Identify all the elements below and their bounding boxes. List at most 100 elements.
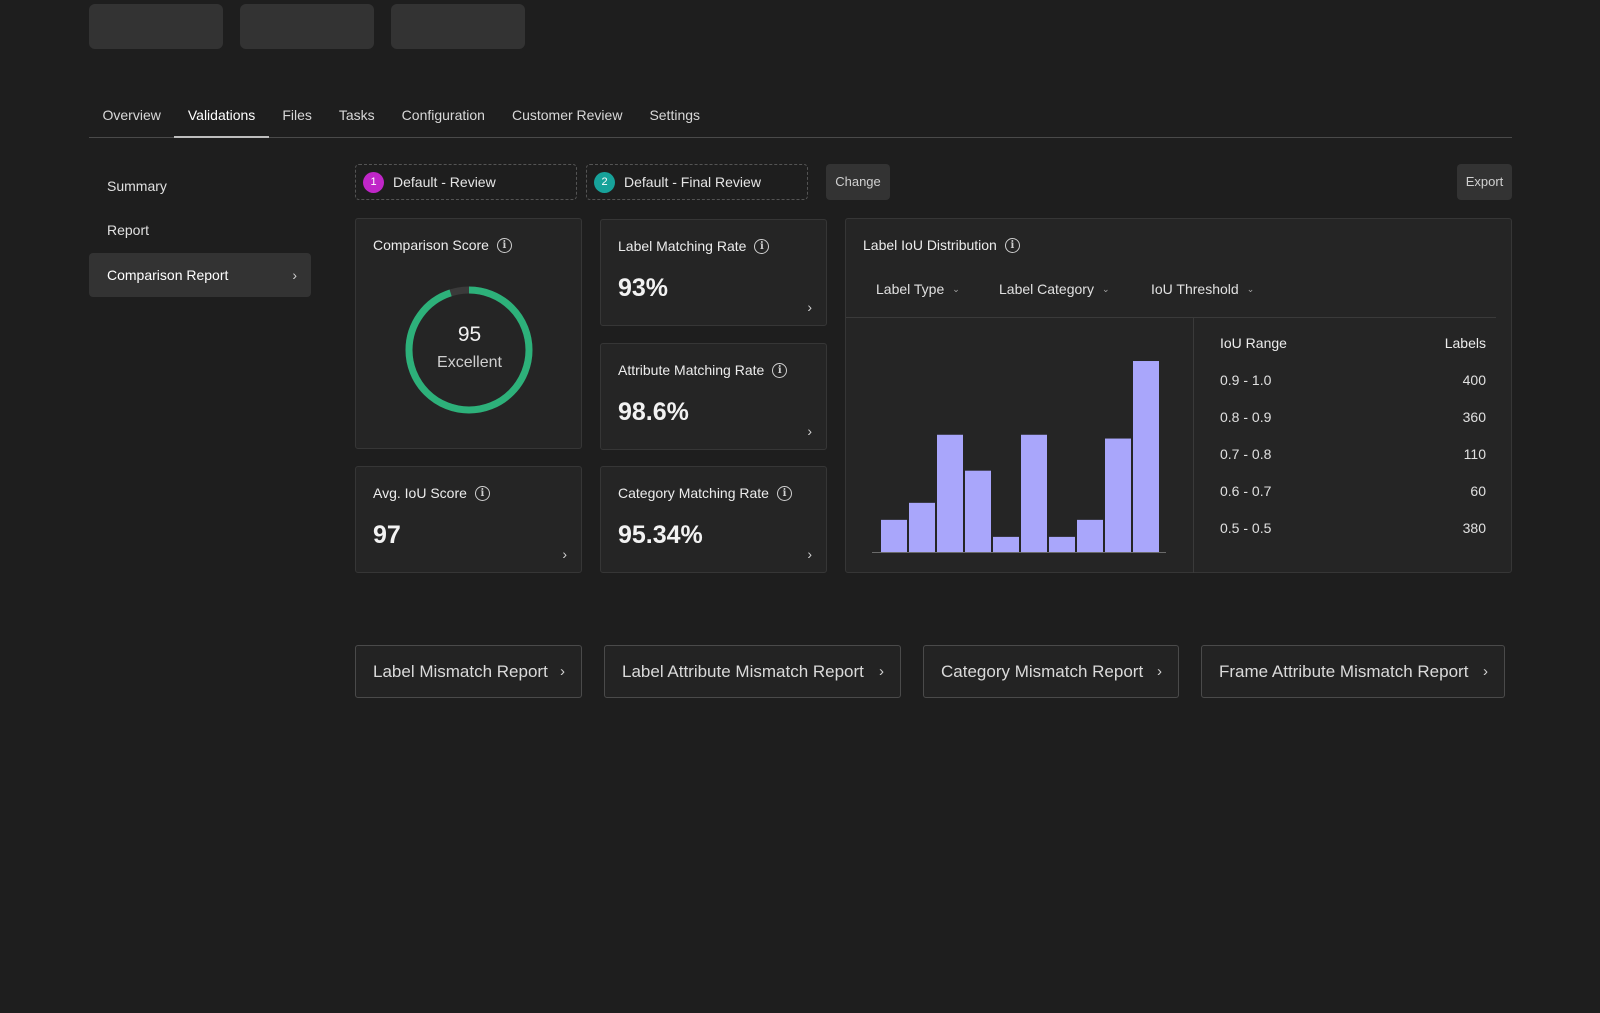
info-icon[interactable]: i — [496, 237, 512, 253]
column-header-iou-range: IoU Range — [1220, 335, 1287, 351]
category-matching-value: 95.34% — [618, 521, 703, 549]
comparison-score-card: Comparison Score i 95 Excellent — [355, 218, 582, 449]
card-title-text: Label IoU Distribution — [863, 237, 997, 253]
tab-tasks[interactable]: Tasks — [338, 107, 375, 123]
sidebar-item-label: Report — [107, 222, 150, 238]
histogram-bar — [965, 470, 991, 552]
sidebar-item-summary[interactable]: Summary — [89, 164, 311, 208]
score-value: 95 — [457, 323, 482, 346]
chevron-right-icon[interactable]: › — [807, 546, 812, 562]
card-title-text: Comparison Score — [373, 237, 489, 253]
card-title-text: Label Matching Rate — [618, 238, 747, 254]
label-type-filter[interactable]: Label Type ⌄ — [876, 281, 960, 297]
chevron-right-icon[interactable]: › — [807, 299, 812, 315]
chevron-right-icon: › — [292, 267, 297, 283]
label-mismatch-report-button[interactable]: Label Mismatch Report › — [355, 645, 582, 698]
report-button-label: Label Mismatch Report — [373, 661, 548, 681]
avg-iou-title: Avg. IoU Score i — [373, 485, 490, 501]
iou-threshold-filter[interactable]: IoU Threshold ⌄ — [1151, 281, 1254, 297]
histogram-bar — [1021, 434, 1047, 552]
top-placeholder-button-3[interactable] — [391, 4, 525, 49]
iou-range-cell: 0.9 - 1.0 — [1220, 372, 1272, 388]
sidebar-item-comparison-report[interactable]: Comparison Report › — [89, 253, 311, 297]
info-icon[interactable]: i — [1004, 237, 1020, 253]
review-selector-1[interactable]: 1 Default - Review — [355, 164, 577, 200]
report-button-label: Frame Attribute Mismatch Report — [1219, 661, 1469, 681]
labels-count-cell: 360 — [1462, 409, 1486, 425]
chevron-right-icon[interactable]: › — [562, 546, 567, 562]
card-title-text: Attribute Matching Rate — [618, 362, 765, 378]
score-grade: Excellent — [437, 354, 502, 371]
histogram-bar — [993, 536, 1019, 552]
sidebar-item-label: Summary — [107, 178, 167, 194]
category-mismatch-report-button[interactable]: Category Mismatch Report › — [923, 645, 1179, 698]
iou-range-table: IoU Range Labels 0.9 - 1.0 400 0.8 - 0.9… — [1193, 317, 1512, 573]
label-category-filter[interactable]: Label Category ⌄ — [999, 281, 1110, 297]
review-selector-2[interactable]: 2 Default - Final Review — [586, 164, 808, 200]
comparison-score-title: Comparison Score i — [373, 237, 512, 253]
tab-overview[interactable]: Overview — [102, 107, 161, 123]
iou-distribution-card: Label IoU Distribution i Label Type ⌄ La… — [845, 218, 1512, 573]
category-matching-card[interactable]: Category Matching Rate i 95.34% › — [600, 466, 827, 573]
main-tabs: Overview Validations Files Tasks Configu… — [89, 96, 1512, 138]
filter-label: IoU Threshold — [1151, 281, 1239, 297]
label-matching-card[interactable]: Label Matching Rate i 93% › — [600, 219, 827, 326]
review-number-badge-1: 1 — [363, 171, 384, 193]
iou-range-cell: 0.8 - 0.9 — [1220, 409, 1272, 425]
review-selector-label-1: Default - Review — [393, 174, 496, 190]
histogram-bar — [937, 434, 963, 552]
iou-range-cell: 0.5 - 0.5 — [1220, 520, 1272, 536]
histogram-bar — [881, 519, 907, 552]
top-placeholder-button-1[interactable] — [89, 4, 223, 49]
chevron-right-icon: › — [879, 663, 884, 680]
tab-validations[interactable]: Validations — [174, 96, 269, 138]
attribute-matching-title: Attribute Matching Rate i — [618, 362, 788, 378]
iou-range-cell: 0.7 - 0.8 — [1220, 446, 1272, 462]
iou-histogram — [872, 361, 1166, 553]
avg-iou-card[interactable]: Avg. IoU Score i 97 › — [355, 466, 582, 573]
export-button[interactable]: Export — [1457, 164, 1512, 200]
sidebar-item-label: Comparison Report — [107, 267, 229, 283]
info-icon[interactable]: i — [776, 485, 792, 501]
review-number-badge-2: 2 — [594, 171, 615, 193]
card-title-text: Avg. IoU Score — [373, 485, 467, 501]
labels-count-cell: 110 — [1463, 446, 1486, 462]
chevron-right-icon[interactable]: › — [807, 423, 812, 439]
histogram-bar — [1049, 536, 1075, 552]
iou-distribution-title: Label IoU Distribution i — [863, 237, 1020, 253]
score-ring-progress — [405, 286, 533, 414]
label-matching-value: 93% — [618, 274, 669, 302]
tab-settings[interactable]: Settings — [649, 107, 701, 123]
labels-count-cell: 60 — [1470, 483, 1486, 499]
histogram-bar — [1133, 361, 1159, 552]
change-button[interactable]: Change — [826, 164, 890, 200]
sidebar-item-report[interactable]: Report — [89, 208, 311, 252]
tab-customer-review[interactable]: Customer Review — [511, 107, 623, 123]
filter-label: Label Category — [999, 281, 1094, 297]
attribute-matching-card[interactable]: Attribute Matching Rate i 98.6% › — [600, 343, 827, 450]
chevron-right-icon: › — [560, 663, 565, 680]
info-icon[interactable]: i — [772, 362, 788, 378]
tab-configuration[interactable]: Configuration — [401, 107, 485, 123]
chevron-right-icon: › — [1483, 663, 1488, 680]
label-matching-title: Label Matching Rate i — [618, 238, 770, 254]
labels-count-cell: 380 — [1462, 520, 1486, 536]
card-title-text: Category Matching Rate — [618, 485, 769, 501]
divider — [846, 317, 1496, 318]
report-button-label: Category Mismatch Report — [941, 661, 1144, 681]
tab-files[interactable]: Files — [282, 107, 312, 123]
frame-attribute-mismatch-report-button[interactable]: Frame Attribute Mismatch Report › — [1201, 645, 1505, 698]
label-attribute-mismatch-report-button[interactable]: Label Attribute Mismatch Report › — [604, 645, 901, 698]
histogram-bar — [909, 502, 935, 552]
column-header-labels: Labels — [1444, 335, 1486, 351]
info-icon[interactable]: i — [474, 485, 490, 501]
avg-iou-value: 97 — [373, 521, 401, 549]
attribute-matching-value: 98.6% — [618, 398, 689, 426]
report-button-label: Label Attribute Mismatch Report — [622, 661, 864, 681]
top-placeholder-button-2[interactable] — [240, 4, 374, 49]
labels-count-cell: 400 — [1462, 372, 1486, 388]
histogram-bar — [1077, 519, 1103, 552]
iou-range-cell: 0.6 - 0.7 — [1220, 483, 1272, 499]
info-icon[interactable]: i — [754, 238, 770, 254]
score-ring — [405, 286, 533, 414]
